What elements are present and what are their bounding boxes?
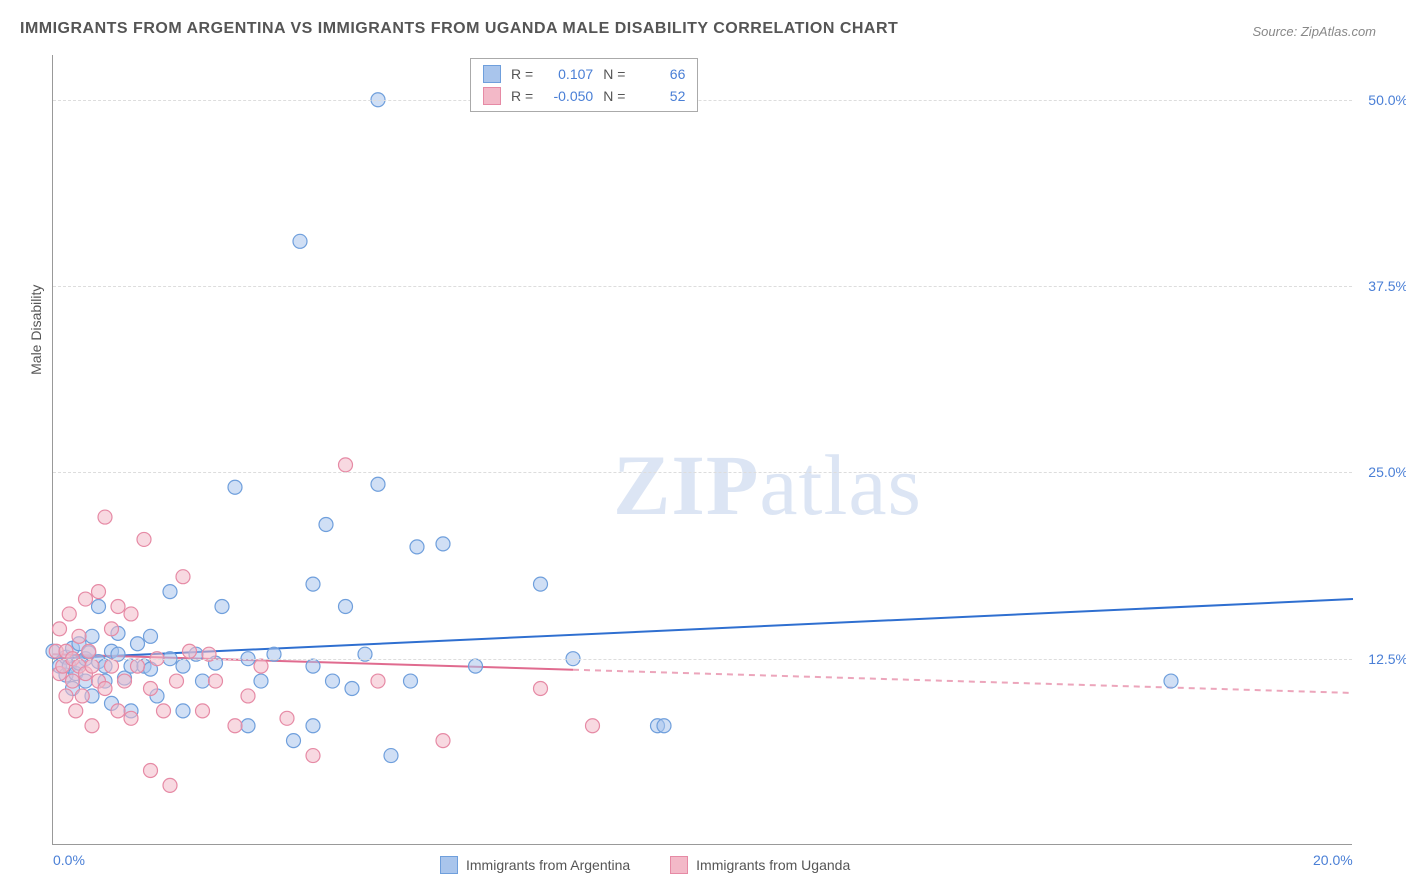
legend-correlation: R = 0.107 N = 66 R = -0.050 N = 52 bbox=[470, 58, 698, 112]
r-val-argentina: 0.107 bbox=[543, 66, 593, 82]
swatch-uganda bbox=[483, 87, 501, 105]
y-tick-label: 37.5% bbox=[1368, 278, 1406, 294]
r-label: R = bbox=[511, 88, 533, 104]
y-tick-label: 12.5% bbox=[1368, 651, 1406, 667]
n-val-uganda: 52 bbox=[635, 88, 685, 104]
legend-series: Immigrants from Argentina Immigrants fro… bbox=[440, 856, 850, 874]
n-label: N = bbox=[603, 88, 625, 104]
source-text: Source: ZipAtlas.com bbox=[1252, 24, 1376, 39]
n-label: N = bbox=[603, 66, 625, 82]
swatch-argentina bbox=[483, 65, 501, 83]
legend-row-uganda: R = -0.050 N = 52 bbox=[483, 85, 685, 107]
n-val-argentina: 66 bbox=[635, 66, 685, 82]
plot-area: ZIPatlas 12.5%25.0%37.5%50.0%0.0%20.0% bbox=[52, 55, 1352, 845]
swatch-uganda-bottom bbox=[670, 856, 688, 874]
r-label: R = bbox=[511, 66, 533, 82]
scatter-svg bbox=[53, 55, 1352, 844]
legend-item-argentina: Immigrants from Argentina bbox=[440, 856, 630, 874]
y-axis-label: Male Disability bbox=[28, 285, 44, 375]
y-tick-label: 50.0% bbox=[1368, 92, 1406, 108]
r-val-uganda: -0.050 bbox=[543, 88, 593, 104]
legend-label-argentina: Immigrants from Argentina bbox=[466, 857, 630, 873]
x-tick-label: 0.0% bbox=[53, 852, 85, 868]
legend-label-uganda: Immigrants from Uganda bbox=[696, 857, 850, 873]
x-tick-label: 20.0% bbox=[1313, 852, 1353, 868]
legend-row-argentina: R = 0.107 N = 66 bbox=[483, 63, 685, 85]
legend-item-uganda: Immigrants from Uganda bbox=[670, 856, 850, 874]
swatch-argentina-bottom bbox=[440, 856, 458, 874]
y-tick-label: 25.0% bbox=[1368, 464, 1406, 480]
chart-title: IMMIGRANTS FROM ARGENTINA VS IMMIGRANTS … bbox=[20, 20, 898, 38]
